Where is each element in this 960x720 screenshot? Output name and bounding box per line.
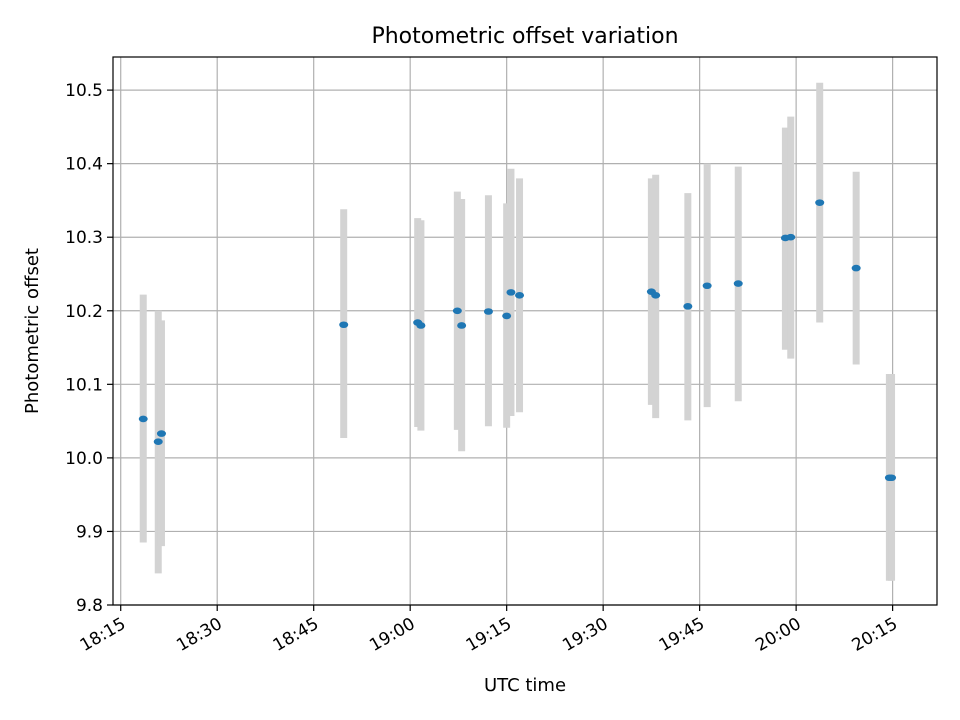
y-tick-label: 9.9 <box>76 522 103 542</box>
y-tick-label: 10.5 <box>65 81 103 101</box>
data-point <box>702 282 712 290</box>
data-point <box>683 303 693 310</box>
data-point <box>651 292 661 299</box>
y-axis-label: Photometric offset <box>22 248 43 414</box>
x-axis-label: UTC time <box>484 675 566 696</box>
y-tick-label: 10.4 <box>65 155 103 175</box>
data-point <box>502 312 512 320</box>
y-tick-label: 9.8 <box>76 596 103 616</box>
y-tick-label: 10.3 <box>65 228 103 248</box>
data-point <box>851 264 861 272</box>
data-point <box>452 307 462 315</box>
data-point <box>416 322 426 329</box>
data-point <box>786 233 796 241</box>
data-point <box>156 430 166 437</box>
data-point <box>515 292 525 299</box>
data-point <box>506 289 516 296</box>
data-point <box>457 322 467 329</box>
data-point <box>733 280 743 287</box>
chart-title: Photometric offset variation <box>371 24 678 49</box>
y-tick-label: 10.1 <box>65 375 103 395</box>
y-tick-label: 10.2 <box>65 302 103 322</box>
data-point <box>887 474 897 482</box>
data-point <box>483 308 493 315</box>
data-point <box>815 199 825 206</box>
data-point <box>138 415 148 423</box>
data-point <box>339 321 349 329</box>
data-point <box>153 438 163 446</box>
plot-frame <box>112 56 938 606</box>
data-points <box>138 199 897 482</box>
y-tick-label: 10.0 <box>65 449 103 469</box>
y-axis: 9.8 9.9 10.0 10.1 10.2 10.3 10.4 10.5 <box>65 81 113 616</box>
